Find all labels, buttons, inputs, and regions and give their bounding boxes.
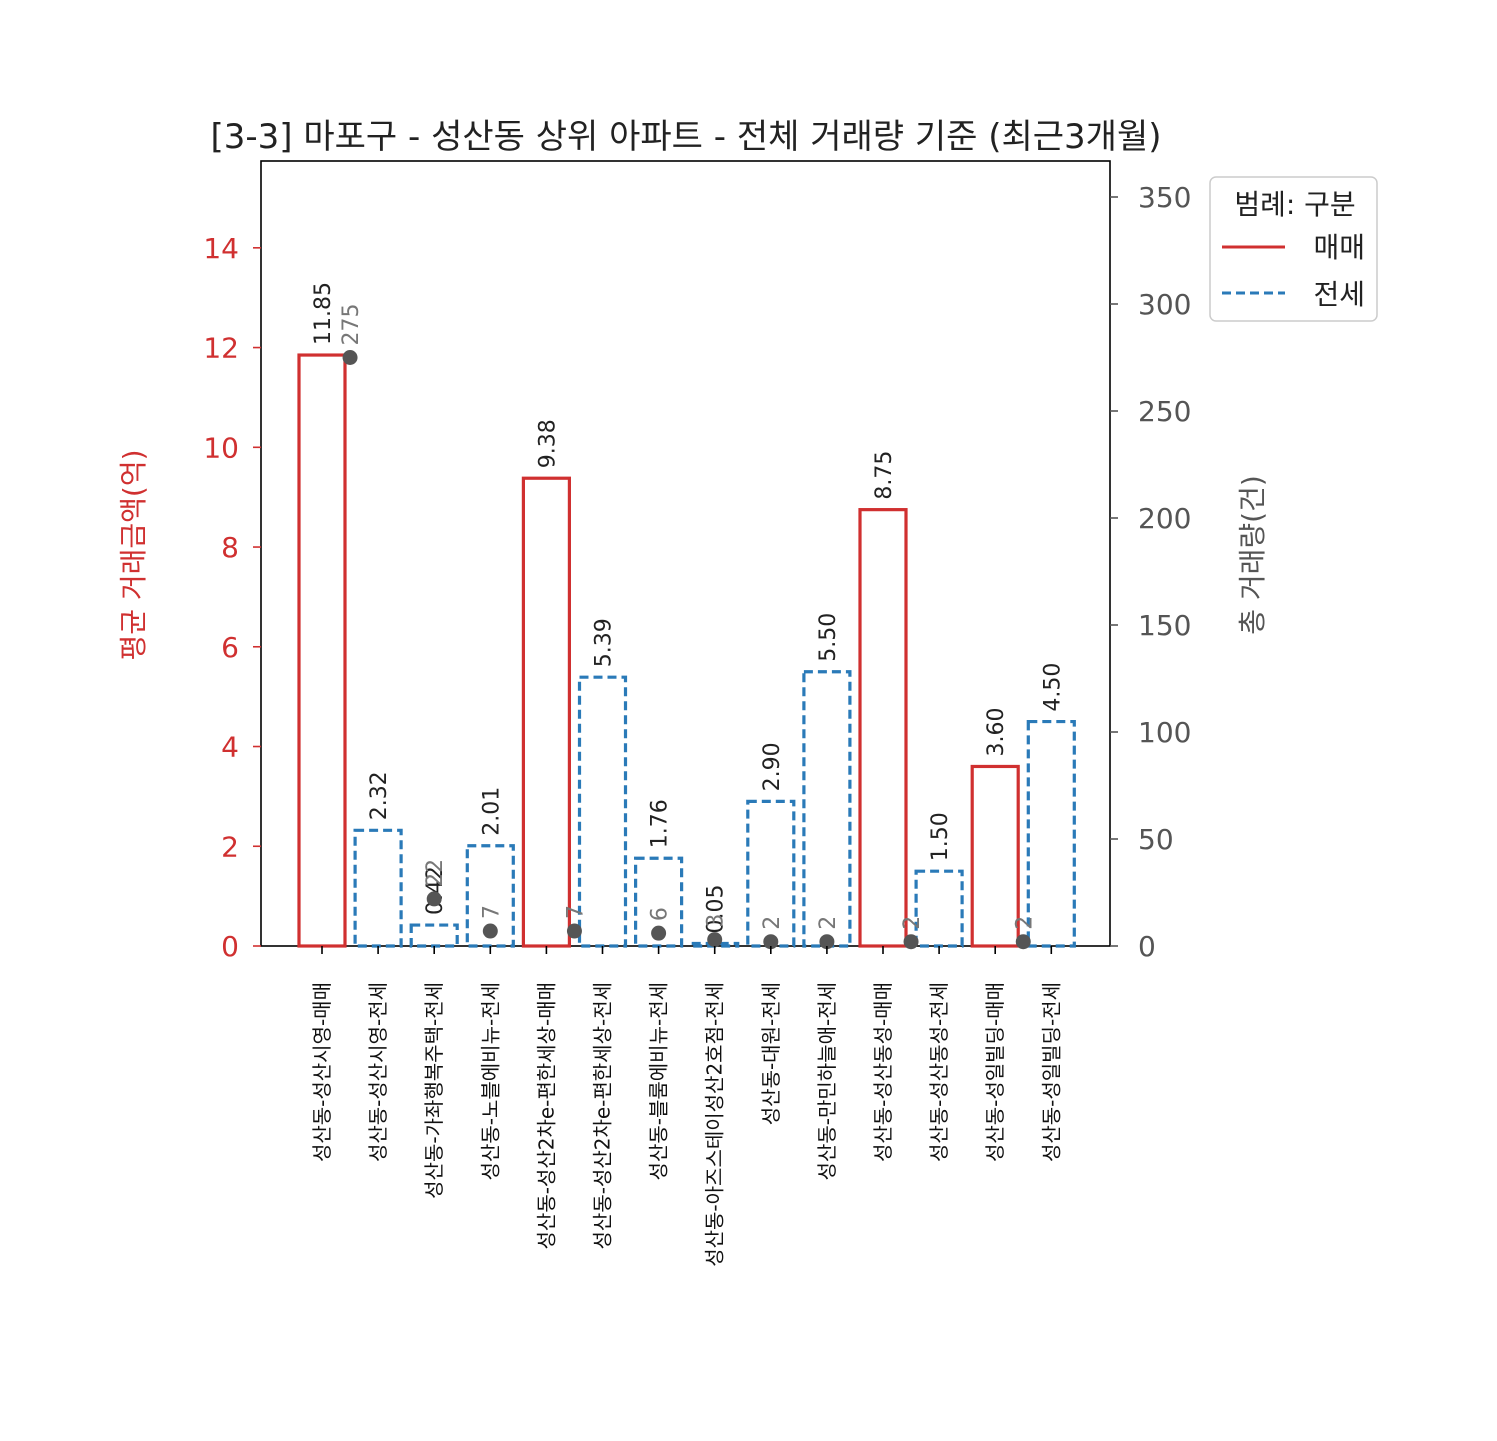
- left-axis-ticks: 0 2 4 6 8 10 12 14: [203, 232, 261, 963]
- left-tick-label-4: 8: [221, 531, 239, 564]
- bar-value-label-8: 2.90: [760, 742, 785, 791]
- volume-label-8: 2: [900, 916, 925, 930]
- legend-jeonse-label: 전세: [1313, 278, 1365, 311]
- right-axis-label: 총 거래량(건): [1236, 475, 1269, 635]
- legend-sale-label: 매매: [1313, 231, 1365, 264]
- bar-value-label-4: 9.38: [535, 419, 560, 468]
- bar-value-label-1: 2.32: [367, 771, 392, 820]
- x-category-label-0: 성산동-성산시영-매매: [310, 982, 334, 1162]
- bar-value-label-5: 5.39: [592, 618, 617, 667]
- left-tick-label-1: 2: [221, 830, 239, 863]
- bars: 11.85 2.32 0.42 2.01 9.38 5.39 1.76 0.05 2.90 5.5…: [297, 282, 1076, 948]
- bar-value-label-12: 3.60: [984, 707, 1009, 756]
- volume-label-9: 2: [1012, 916, 1037, 930]
- left-tick-label-5: 10: [203, 431, 239, 464]
- x-category-label-2: 성산동-가좌행복주택-전세: [422, 982, 446, 1199]
- volume-point-2: [482, 923, 498, 939]
- left-tick-label-2: 4: [221, 731, 239, 764]
- right-tick-label-6: 300: [1138, 288, 1191, 321]
- right-axis-ticks: 0 50 100 150 200 250 300 350: [1110, 181, 1191, 963]
- volume-point-6: [763, 934, 779, 950]
- x-category-label-3: 성산동-노블에비뉴-전세: [478, 982, 502, 1180]
- bar-1: [353, 828, 403, 948]
- volume-point-9: [1015, 934, 1031, 950]
- x-category-label-6: 성산동-블룸에비뉴-전세: [647, 982, 671, 1180]
- legend-title: 범례: 구분: [1234, 188, 1355, 221]
- volume-label-6: 2: [760, 916, 785, 930]
- volume-point-5: [707, 932, 723, 948]
- right-tick-label-2: 100: [1138, 716, 1191, 749]
- bar-0: [297, 353, 347, 948]
- volume-point-8: [903, 934, 919, 950]
- bar-value-label-11: 1.50: [928, 812, 953, 861]
- volume-label-4: 6: [648, 907, 673, 921]
- bar-11: [914, 869, 964, 948]
- left-tick-label-3: 6: [221, 631, 239, 664]
- bar-value-label-10: 8.75: [872, 451, 897, 500]
- left-tick-label-7: 14: [203, 232, 239, 265]
- bar-10: [858, 508, 908, 948]
- x-category-label-10: 성산동-성산동성-매매: [871, 982, 895, 1162]
- x-category-label-12: 성산동-성일빌딩-매매: [983, 982, 1007, 1162]
- x-axis-categories: 성산동-성산시영-매매 성산동-성산시영-전세 성산동-가좌행복주택-전세 성산동-노…: [310, 946, 1063, 1267]
- volume-point-0: [342, 350, 358, 365]
- x-category-label-1: 성산동-성산시영-전세: [366, 982, 390, 1162]
- bar-value-label-7: 0.05: [704, 885, 729, 934]
- left-tick-label-6: 12: [203, 332, 239, 365]
- volume-point-7: [819, 934, 835, 950]
- x-category-label-9: 성산동-만민하늘애-전세: [815, 982, 839, 1180]
- x-category-label-5: 성산동-성산2차e-편한세상-전세: [591, 982, 615, 1249]
- bar-9: [802, 670, 852, 948]
- right-tick-label-5: 250: [1138, 395, 1191, 428]
- volume-label-7: 2: [816, 916, 841, 930]
- bar-13: [1026, 719, 1076, 948]
- x-category-label-11: 성산동-성산동성-전세: [927, 982, 951, 1162]
- volume-point-1: [426, 891, 442, 907]
- right-tick-label-1: 50: [1138, 823, 1174, 856]
- volume-point-4: [651, 925, 667, 941]
- bar-value-label-6: 1.76: [648, 799, 673, 848]
- legend: 범례: 구분 매매 전세: [1209, 176, 1378, 322]
- bar-value-label-0: 11.85: [311, 282, 336, 345]
- plot-area: [260, 160, 1111, 947]
- volume-label-3: 7: [563, 905, 588, 919]
- left-axis-label: 평균 거래금액(억): [117, 449, 150, 660]
- right-tick-label-0: 0: [1138, 930, 1156, 963]
- volume-label-2: 7: [479, 905, 504, 919]
- volume-point-3: [566, 923, 582, 939]
- right-tick-label-7: 350: [1138, 181, 1191, 214]
- legend-box: [1209, 176, 1378, 322]
- x-category-label-7: 성산동-아즈스테이성산2호점-전세: [703, 982, 727, 1267]
- bar-value-label-9: 5.50: [816, 613, 841, 662]
- bar-4: [521, 476, 572, 948]
- right-tick-label-3: 150: [1138, 609, 1191, 642]
- volume-label-0: 275: [339, 304, 364, 346]
- chart-title: [3-3] 마포구 - 성산동 상위 아파트 - 전체 거래량 기준 (최근3개…: [211, 117, 1162, 157]
- right-tick-label-4: 200: [1138, 502, 1191, 535]
- left-tick-label-0: 0: [221, 930, 239, 963]
- bar-value-label-2: 0.42: [423, 866, 448, 915]
- x-category-label-4: 성산동-성산2차e-편한세상-매매: [534, 982, 558, 1249]
- volume-label-1: 22: [423, 859, 448, 887]
- bar-value-label-13: 4.50: [1040, 663, 1065, 712]
- bar-value-label-3: 2.01: [479, 787, 504, 836]
- x-category-label-13: 성산동-성일빌딩-전세: [1039, 982, 1063, 1162]
- bar-2: [409, 923, 459, 948]
- x-category-label-8: 성산동-대원-전세: [759, 982, 783, 1125]
- volume-label-5: 3: [704, 914, 729, 928]
